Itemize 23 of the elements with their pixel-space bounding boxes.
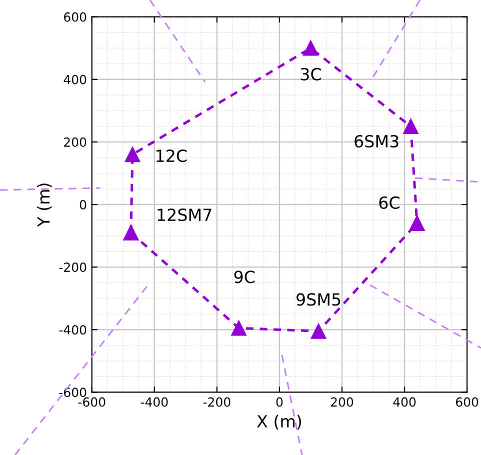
y-tick-label: 0	[80, 200, 86, 210]
annotation: 12SM7	[158, 208, 212, 222]
x-tick-label: -400	[140, 397, 168, 407]
annotation: 6SM3	[354, 134, 398, 148]
annotation: 6C	[379, 196, 400, 209]
x-tick-label: -200	[203, 397, 230, 407]
y-tick-label: 200	[64, 137, 86, 147]
annotation: 3C	[300, 68, 321, 80]
annotation: 9SM5	[296, 293, 340, 306]
y-tick-label: -600	[59, 388, 86, 398]
x-tick-label: 600	[456, 397, 478, 407]
annotation: 12C	[156, 149, 187, 162]
annotation: 9C	[234, 270, 255, 284]
x-tick-label: -600	[78, 397, 106, 407]
y-axis-title: Y (m)	[36, 184, 52, 227]
x-axis-title: X (m)	[256, 414, 302, 430]
y-tick-label: 600	[64, 12, 86, 22]
x-tick-label: 200	[330, 397, 354, 407]
x-tick-label: 400	[393, 397, 416, 407]
y-tick-label: -200	[59, 262, 86, 272]
y-tick-label: 400	[64, 74, 86, 84]
x-tick-label: 0	[276, 397, 283, 407]
y-tick-label: -400	[59, 325, 86, 335]
